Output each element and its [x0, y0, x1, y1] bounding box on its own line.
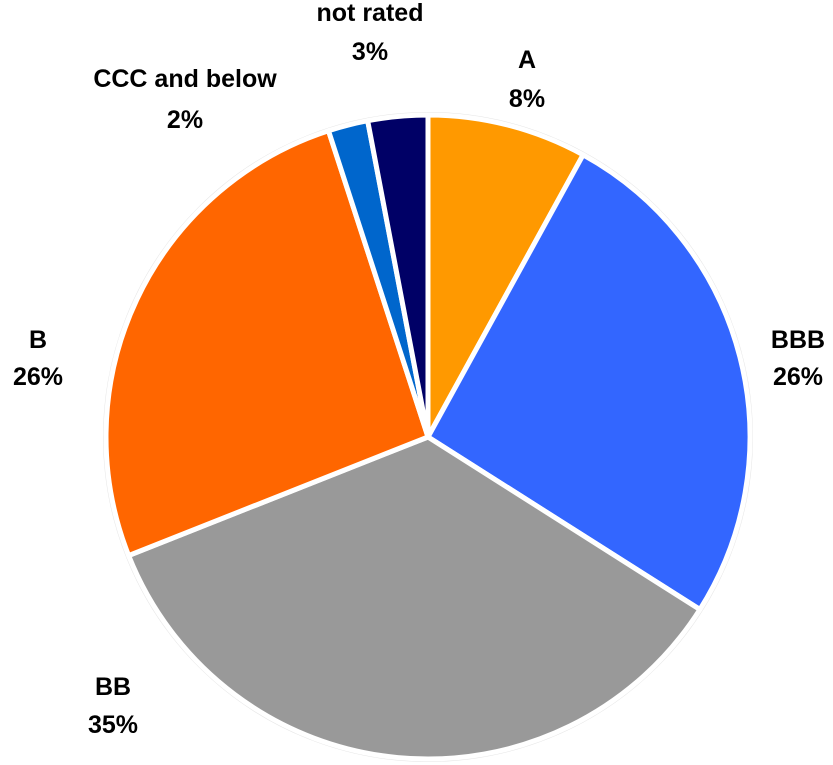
slice-label-a: A — [518, 46, 536, 74]
pie-slice-bbb — [425, 152, 753, 613]
slice-label-ccc-and-below: CCC and below — [93, 65, 277, 93]
pie-slice-not-rated — [365, 112, 431, 440]
pie-slices — [103, 112, 753, 762]
slice-label-b: B — [29, 326, 47, 354]
slice-label-bb: BB — [95, 673, 131, 701]
slice-value-not-rated: 3% — [352, 38, 388, 66]
slice-value-bb: 35% — [88, 711, 138, 739]
slice-value-ccc-and-below: 2% — [167, 106, 203, 134]
slice-value-a: 8% — [509, 85, 545, 113]
pie-slice-bb — [126, 434, 703, 762]
slice-value-bbb: 26% — [773, 363, 823, 391]
slice-label-not-rated: not rated — [317, 0, 424, 27]
pie-slice-b — [103, 128, 431, 559]
pie-slice-a — [425, 112, 586, 440]
pie-labels: A 8% BBB 26% BB 35% B 26% CCC and below 2% not rat… — [13, 0, 825, 739]
slice-label-bbb: BBB — [771, 326, 825, 354]
slice-value-b: 26% — [13, 363, 63, 391]
